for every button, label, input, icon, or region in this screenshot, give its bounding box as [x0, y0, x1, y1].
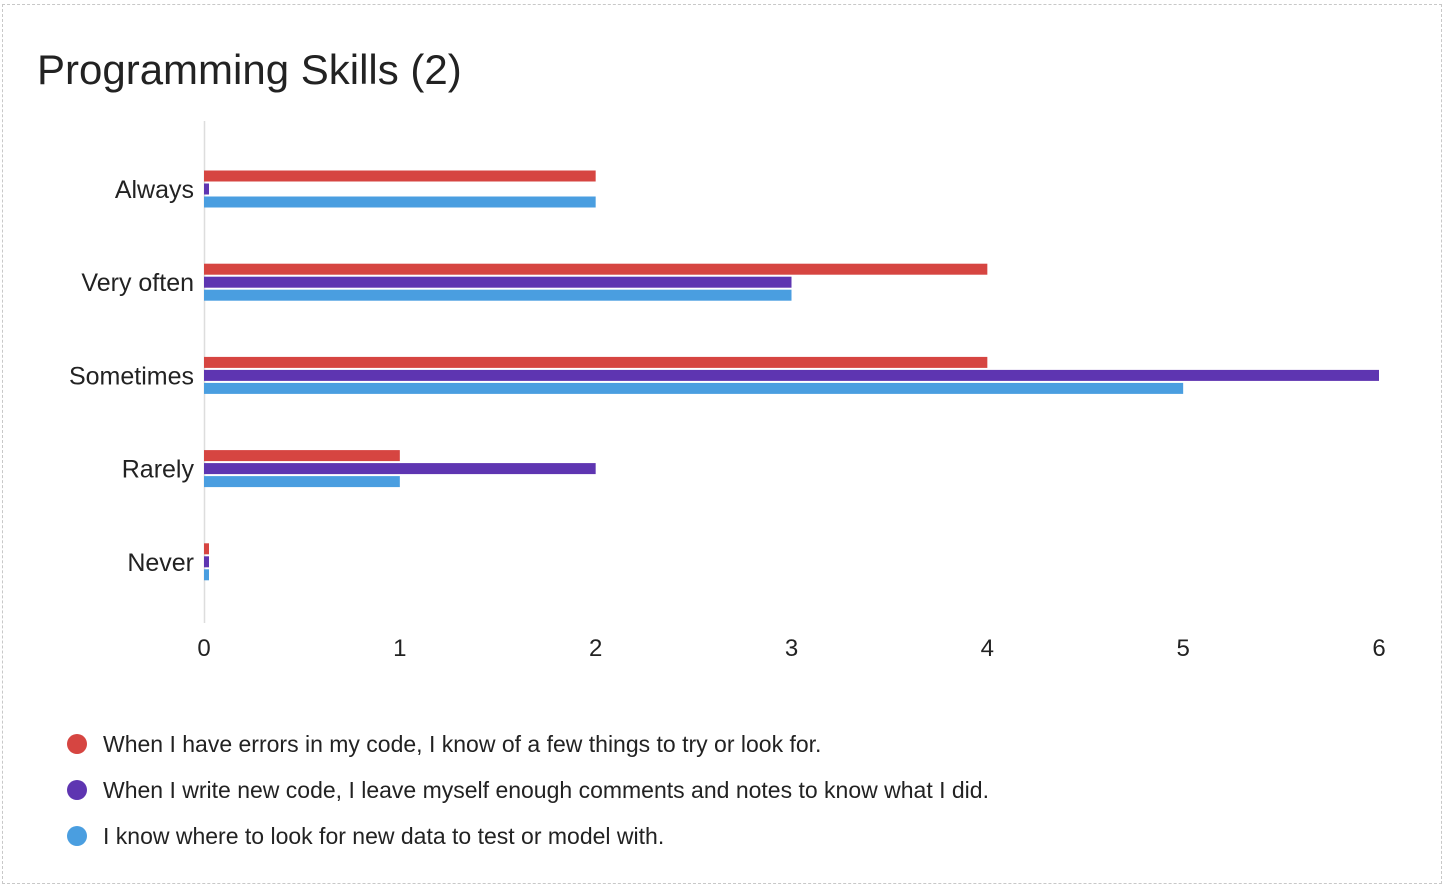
category-label-always: Always	[115, 176, 194, 204]
x-tick-label: 1	[393, 635, 406, 662]
x-tick-label: 5	[1176, 635, 1189, 662]
legend: When I have errors in my code, I know of…	[67, 721, 989, 859]
legend-item-1[interactable]: When I have errors in my code, I know of…	[67, 721, 989, 767]
bar-sometimes-series-1[interactable]	[204, 356, 988, 368]
x-tick-label: 2	[589, 635, 602, 662]
category-label-very-often: Very often	[81, 269, 194, 297]
x-tick-label: 0	[197, 635, 210, 662]
legend-label: I know where to look for new data to tes…	[103, 822, 665, 849]
bar-very-often-series-2[interactable]	[204, 276, 792, 288]
bar-sometimes-series-2[interactable]	[204, 369, 1379, 381]
category-label-rarely: Rarely	[122, 456, 195, 484]
bar-chart: Always Very often Sometimes Rarely Never 0 1 2 3…	[69, 121, 1386, 662]
x-tick-label: 3	[785, 635, 798, 662]
bar-never-series-3[interactable]	[204, 569, 209, 581]
legend-item-3[interactable]: I know where to look for new data to tes…	[67, 813, 989, 859]
legend-item-2[interactable]: When I write new code, I leave myself en…	[67, 767, 989, 813]
bar-always-series-1[interactable]	[204, 170, 596, 182]
x-tick-label: 6	[1372, 635, 1385, 662]
bar-rarely-series-1[interactable]	[204, 450, 400, 462]
bar-very-often-series-3[interactable]	[204, 289, 792, 301]
legend-dot-icon	[67, 734, 87, 754]
category-label-never: Never	[127, 549, 194, 577]
bar-never-series-1[interactable]	[204, 543, 209, 555]
bar-very-often-series-1[interactable]	[204, 263, 988, 275]
chart-title: Programming Skills (2)	[37, 46, 462, 93]
bar-always-series-2[interactable]	[204, 183, 209, 195]
chart-card: Programming Skills (2) Always Very often S…	[2, 4, 1442, 884]
legend-label: When I write new code, I leave myself en…	[103, 776, 989, 803]
legend-label: When I have errors in my code, I know of…	[103, 730, 822, 757]
bar-rarely-series-3[interactable]	[204, 476, 400, 488]
bar-never-series-2[interactable]	[204, 556, 209, 568]
bar-always-series-3[interactable]	[204, 196, 596, 208]
category-label-sometimes: Sometimes	[69, 362, 194, 390]
bar-sometimes-series-3[interactable]	[204, 382, 1184, 394]
x-tick-label: 4	[981, 635, 994, 662]
bar-rarely-series-2[interactable]	[204, 463, 596, 475]
legend-dot-icon	[67, 780, 87, 800]
legend-dot-icon	[67, 826, 87, 846]
